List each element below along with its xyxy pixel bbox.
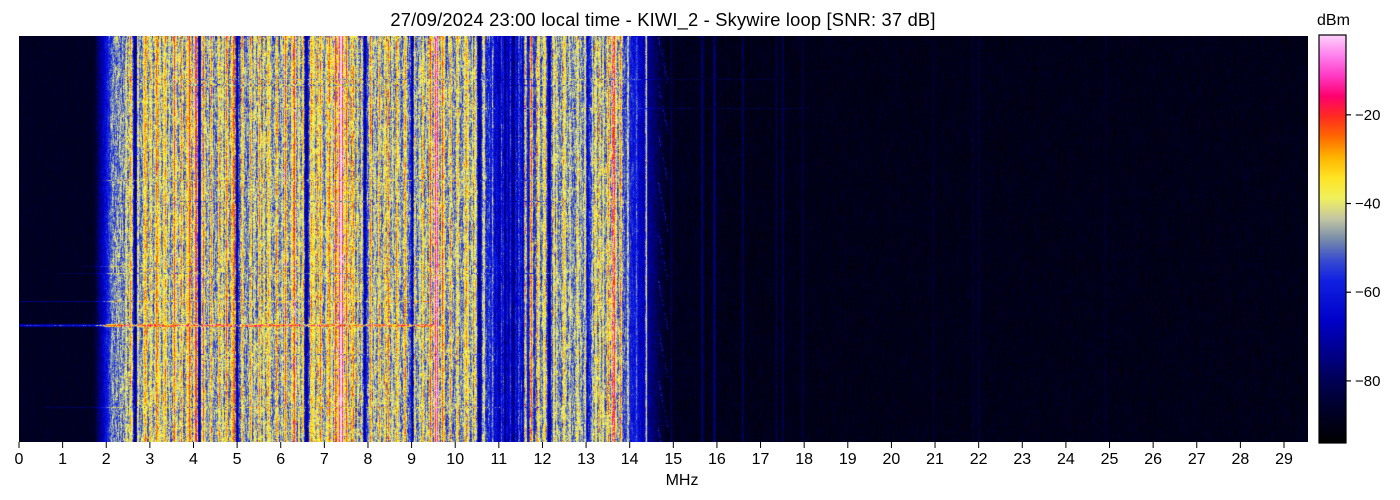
svg-text:0: 0 <box>15 451 24 468</box>
svg-text:−20: −20 <box>1355 107 1380 124</box>
svg-text:MHz: MHz <box>666 472 699 489</box>
svg-text:−40: −40 <box>1355 196 1380 213</box>
svg-text:28: 28 <box>1231 451 1249 468</box>
svg-text:21: 21 <box>926 451 944 468</box>
svg-text:16: 16 <box>708 451 726 468</box>
svg-text:3: 3 <box>145 451 154 468</box>
svg-text:9: 9 <box>407 451 416 468</box>
svg-text:11: 11 <box>491 451 508 468</box>
svg-text:27: 27 <box>1188 451 1206 468</box>
svg-text:10: 10 <box>446 451 464 468</box>
svg-text:6: 6 <box>276 451 285 468</box>
svg-text:−60: −60 <box>1355 284 1380 301</box>
svg-text:8: 8 <box>364 451 373 468</box>
svg-text:−80: −80 <box>1355 373 1380 390</box>
svg-text:14: 14 <box>621 451 639 468</box>
svg-text:15: 15 <box>664 451 682 468</box>
svg-text:4: 4 <box>189 451 198 468</box>
svg-text:5: 5 <box>233 451 242 468</box>
svg-text:18: 18 <box>795 451 813 468</box>
svg-text:7: 7 <box>320 451 329 468</box>
svg-text:1: 1 <box>58 451 67 468</box>
svg-text:17: 17 <box>752 451 770 468</box>
svg-text:19: 19 <box>839 451 857 468</box>
svg-text:23: 23 <box>1013 451 1031 468</box>
svg-text:20: 20 <box>883 451 901 468</box>
svg-text:13: 13 <box>577 451 595 468</box>
svg-text:25: 25 <box>1101 451 1119 468</box>
svg-text:24: 24 <box>1057 451 1075 468</box>
svg-text:2: 2 <box>102 451 111 468</box>
svg-text:29: 29 <box>1275 451 1293 468</box>
svg-text:22: 22 <box>970 451 988 468</box>
svg-text:26: 26 <box>1144 451 1162 468</box>
svg-text:12: 12 <box>534 451 552 468</box>
